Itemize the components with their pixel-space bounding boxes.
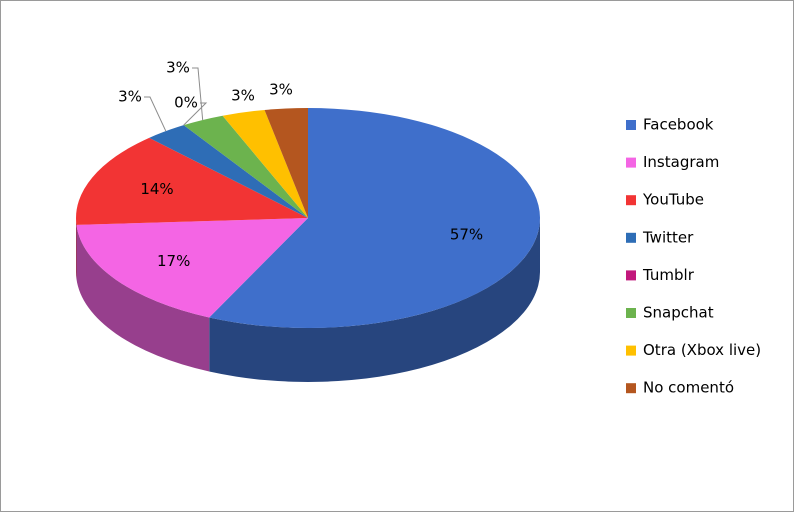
slice: [183, 115, 308, 218]
data-label: 3%: [166, 59, 190, 77]
leader-line: [144, 96, 167, 132]
legend-swatch: [626, 308, 636, 318]
data-label: 0%: [174, 94, 198, 112]
legend-swatch: [626, 270, 636, 281]
legend-swatch: [626, 345, 636, 356]
legend-label: Tumblr: [642, 266, 695, 284]
data-label: 17%: [157, 252, 190, 270]
data-label: 3%: [231, 87, 255, 105]
data-label: 14%: [140, 180, 173, 198]
leader-line: [192, 67, 204, 121]
slice: [264, 108, 308, 218]
slice: [76, 218, 309, 318]
legend-swatch: [626, 383, 636, 394]
slice: [76, 137, 309, 225]
slice: [222, 109, 308, 218]
legend-label: YouTube: [642, 191, 704, 209]
legend-label: Twitter: [642, 228, 694, 246]
legend-label: Otra (Xbox live): [643, 341, 761, 359]
legend-swatch: [626, 232, 636, 243]
slice-side: [209, 218, 540, 382]
slice: [149, 125, 308, 218]
legend-label: Snapchat: [643, 304, 714, 322]
legend-swatch: [626, 157, 636, 168]
slice: [209, 108, 541, 328]
legend-label: No comentó: [643, 379, 734, 397]
legend-label: Facebook: [643, 116, 714, 134]
legend-swatch: [626, 195, 636, 206]
legend-swatch: [626, 120, 636, 130]
slice-side: [76, 224, 210, 372]
legend-label: Instagram: [643, 153, 719, 171]
data-label: 3%: [118, 88, 142, 106]
data-label: 3%: [269, 81, 293, 99]
leader-line: [183, 102, 208, 126]
data-label: 57%: [450, 225, 483, 243]
